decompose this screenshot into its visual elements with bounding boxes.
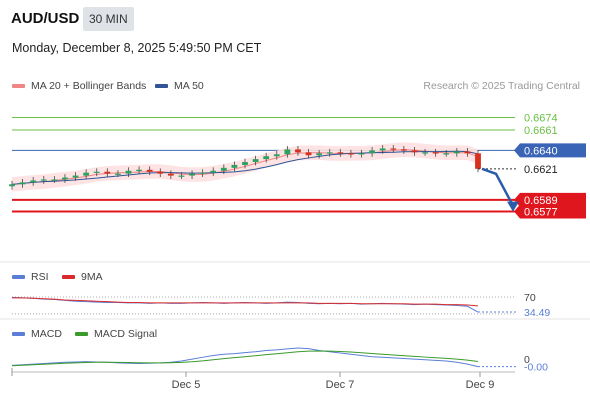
bull-candle [83, 172, 90, 176]
bull-candle [62, 177, 68, 180]
x-tick-label: Dec 7 [326, 379, 355, 391]
ma50-line [11, 150, 479, 185]
legend-ma20-label: MA 20 + Bollinger Bands [31, 80, 147, 92]
credit-text: Research © 2025 Trading Central [423, 80, 580, 92]
legend-rsi-ma: 9MA [62, 271, 103, 283]
bull-candle [453, 151, 460, 154]
x-tick-label: Dec 9 [466, 379, 495, 391]
rsi-ref-label: 70 [524, 292, 536, 304]
bull-candle [19, 182, 26, 185]
rsi-ma-swatch [62, 275, 75, 279]
bull-candle [199, 172, 206, 174]
support-level-label: 0.6577 [524, 206, 558, 218]
bear-candle [167, 173, 174, 176]
bull-candle [316, 153, 323, 156]
bull-candle [358, 153, 365, 155]
bear-candle [295, 149, 301, 153]
bear-candle [337, 152, 344, 154]
bull-candle [379, 148, 386, 151]
legend-macd: MACD [12, 328, 62, 340]
pivot-price-tag [514, 143, 586, 158]
bull-candle [125, 170, 132, 174]
bull-candle [93, 171, 100, 173]
bear-candle [411, 150, 418, 153]
bear-candle [305, 152, 312, 156]
bull-candle [252, 159, 259, 163]
legend-macd-signal: MACD Signal [75, 328, 157, 340]
bull-candle [9, 184, 15, 187]
bull-candle [273, 154, 280, 157]
bull-candle [443, 153, 450, 155]
bull-candle [51, 179, 58, 181]
bull-candle [114, 173, 121, 175]
bear-candle [157, 171, 164, 174]
bull-candle [284, 149, 291, 155]
legend-rsi-label: RSI [31, 271, 49, 283]
bear-candle [146, 169, 153, 172]
resistance-level-label: 0.6661 [524, 125, 558, 137]
macd-zero-label: 0 [524, 354, 530, 366]
bear-candle [432, 152, 439, 154]
legend-macd-label: MACD [31, 328, 62, 340]
macd-signal-swatch [75, 332, 88, 336]
bear-candle [400, 149, 407, 151]
timeframe-badge[interactable]: 30 MIN [83, 7, 134, 31]
legend-ma50: MA 50 [155, 80, 204, 92]
bull-candle [40, 179, 47, 181]
bull-candle [72, 175, 79, 178]
rsi-line [11, 296, 479, 313]
ma50-swatch [155, 84, 168, 88]
pivot-level-label: 0.6640 [524, 145, 558, 157]
bull-candle [220, 167, 227, 171]
macd-signal-line [11, 350, 479, 367]
legend-macd-signal-label: MACD Signal [94, 328, 158, 340]
bull-candle [231, 164, 238, 168]
chart-datetime: Monday, December 8, 2025 5:49:50 PM CET [12, 41, 262, 55]
bull-candle [263, 156, 270, 160]
bear-candle [390, 148, 397, 150]
bear-candle [464, 151, 471, 154]
ma20-swatch [12, 84, 25, 88]
legend-ma50-label: MA 50 [174, 80, 204, 92]
bear-candle [104, 171, 111, 174]
bull-candle [30, 180, 37, 183]
bull-candle [189, 173, 195, 176]
support-price-tag [514, 204, 586, 219]
rsi-current-label: 34.49 [524, 307, 550, 319]
forecast-arrow [481, 167, 515, 207]
bull-candle [326, 152, 333, 154]
bull-candle [210, 170, 217, 173]
forecast-arrowhead [507, 201, 519, 212]
support-level-label: 0.6589 [524, 195, 558, 207]
legend-rsi-ma-label: 9MA [81, 271, 103, 283]
support-price-tag [514, 192, 586, 207]
bear-candle [347, 153, 354, 155]
bull-candle [422, 152, 428, 154]
bull-candle [136, 169, 143, 171]
instrument-title: AUD/USD [11, 10, 80, 27]
rsi-swatch [12, 275, 25, 279]
bear-candle [475, 153, 481, 169]
bull-candle [178, 175, 185, 177]
macd-current-label: -0.00 [524, 362, 548, 374]
legend-rsi: RSI [12, 271, 49, 283]
macd-swatch [12, 332, 25, 336]
x-tick-label: Dec 5 [172, 379, 201, 391]
bull-candle [242, 162, 248, 165]
macd-line [11, 347, 479, 368]
bull-candle [369, 150, 376, 154]
legend-ma20-bb: MA 20 + Bollinger Bands [12, 80, 146, 92]
current-price-label: 0.6621 [524, 164, 558, 176]
rsi-ma-line [12, 297, 479, 307]
resistance-level-label: 0.6674 [524, 112, 558, 124]
